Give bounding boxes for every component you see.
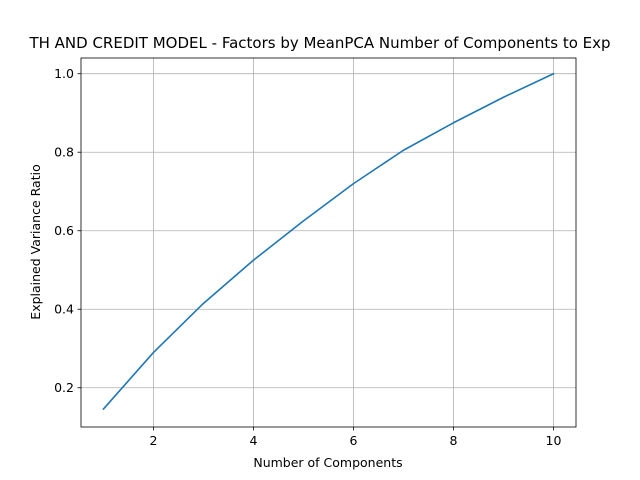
x-tick-label: 10 — [546, 433, 562, 448]
y-tick-label: 0.2 — [54, 380, 74, 395]
x-tick-label: 8 — [450, 433, 458, 448]
grid — [81, 58, 576, 427]
series-line — [102, 72, 555, 411]
y-axis-label: Explained Variance Ratio — [28, 164, 43, 319]
plot-frame — [80, 57, 577, 428]
x-axis-label: Number of Components — [253, 455, 402, 470]
x-tick-label: 2 — [150, 433, 158, 448]
series-group — [102, 72, 555, 411]
x-tick-label: 4 — [250, 433, 258, 448]
y-tick-label: 1.0 — [54, 66, 74, 81]
y-tick-label: 0.4 — [54, 302, 74, 317]
x-tick-label: 6 — [350, 433, 358, 448]
y-tick-label: 0.6 — [54, 223, 74, 238]
ticks: 2 4 6 8 10 0.2 0.4 0.6 0.8 1.0 — [54, 66, 561, 448]
chart-title: TH AND CREDIT MODEL - Factors by MeanPCA… — [28, 34, 610, 52]
y-tick-label: 0.8 — [54, 145, 74, 160]
